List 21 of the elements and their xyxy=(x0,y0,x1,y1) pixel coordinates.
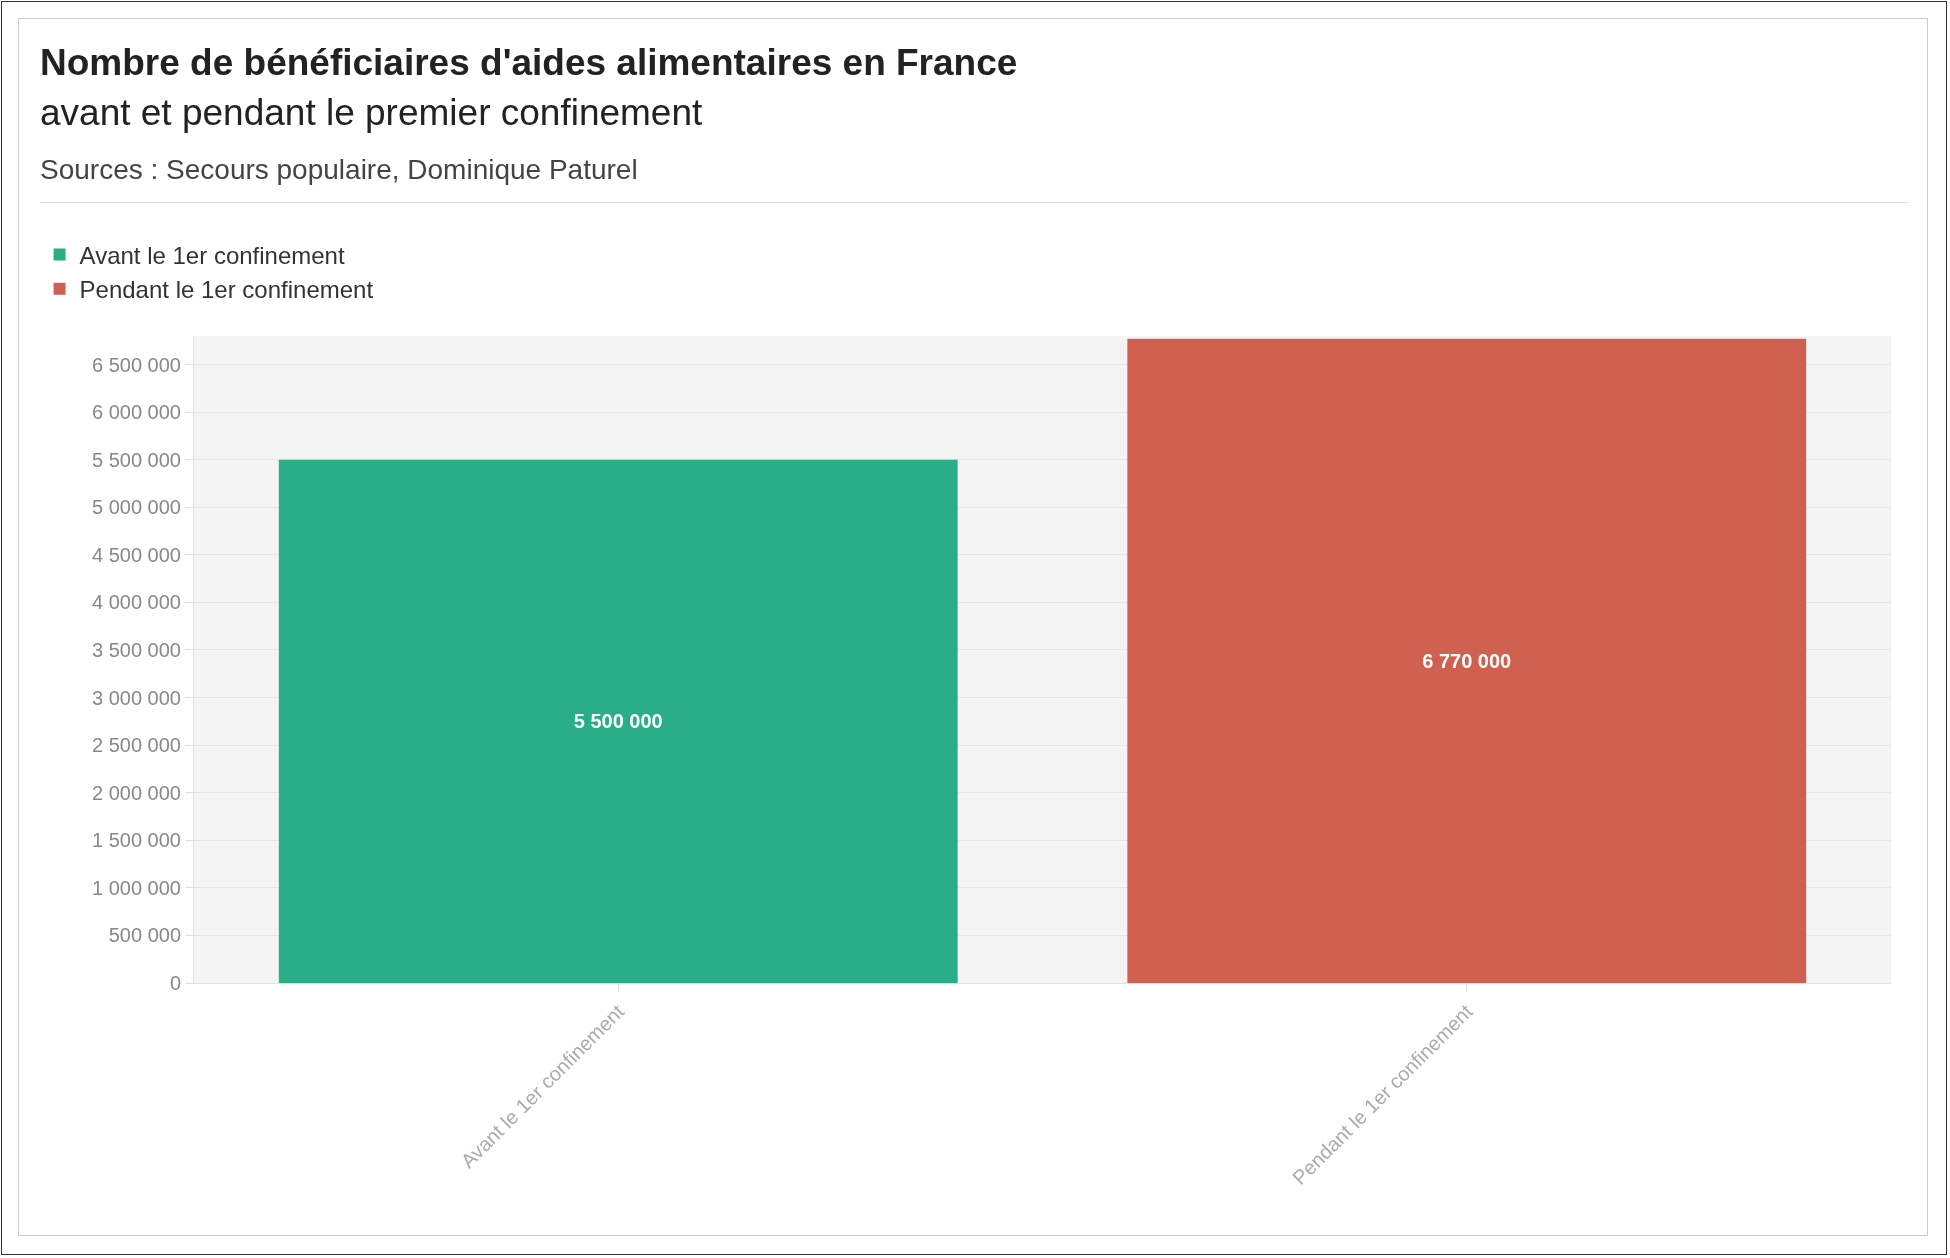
y-tick-label: 5 500 000 xyxy=(92,448,181,471)
legend-label: Avant le 1er confinement xyxy=(79,241,345,269)
y-tick-label: 1 500 000 xyxy=(92,829,181,852)
y-tick-label: 1 000 000 xyxy=(92,876,181,899)
chart-title: Nombre de bénéficiaires d'aides alimentaires en France xyxy=(40,42,1018,84)
y-tick-label: 500 000 xyxy=(108,924,181,947)
chart-subtitle: avant et pendant le premier confinement xyxy=(40,92,703,134)
y-tick-label: 6 500 000 xyxy=(92,353,181,376)
y-tick-label: 4 500 000 xyxy=(92,543,181,566)
legend-label: Pendant le 1er confinement xyxy=(79,276,374,304)
y-tick-label: 4 000 000 xyxy=(92,591,181,614)
y-tick-label: 0 xyxy=(169,972,181,994)
data-label: 6 770 000 xyxy=(1422,649,1512,672)
y-tick-label: 3 500 000 xyxy=(92,638,181,661)
y-tick-label: 3 000 000 xyxy=(92,686,181,709)
y-tick-label: 6 000 000 xyxy=(92,401,181,424)
data-label: 5 500 000 xyxy=(573,710,663,733)
y-tick-label: 5 000 000 xyxy=(92,496,181,519)
source-note: Sources : Secours populaire, Dominique Paturel xyxy=(40,154,638,186)
y-tick-label: 2 500 000 xyxy=(92,734,181,757)
y-tick-label: 2 000 000 xyxy=(92,781,181,804)
